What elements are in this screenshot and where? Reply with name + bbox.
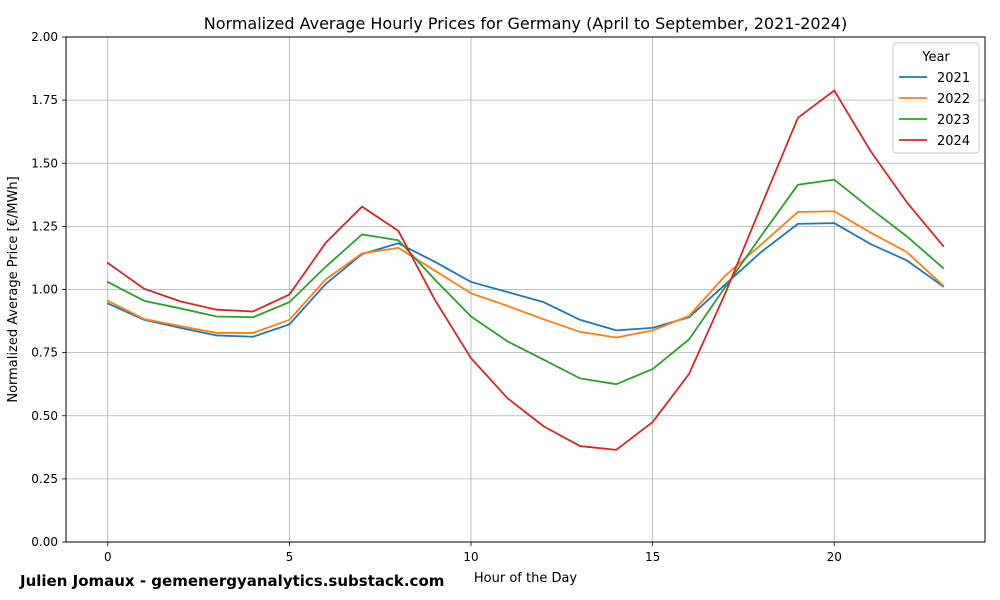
y-tick-label: 2.00 — [31, 30, 58, 44]
x-tick-label: 10 — [463, 550, 478, 564]
x-tick-label: 5 — [286, 550, 294, 564]
legend-label-2023: 2023 — [937, 113, 970, 128]
legend-label-2021: 2021 — [937, 71, 970, 86]
y-tick-label: 1.25 — [31, 219, 58, 233]
legend-title: Year — [921, 50, 950, 65]
y-tick-label: 0.50 — [31, 409, 58, 423]
series-line-2024 — [106, 89, 945, 451]
axes: 0 5 10 15 20 0.00 0.25 0.50 0.75 1.00 1.25 1.50 1.75… — [31, 30, 842, 564]
chart-title: Normalized Average Hourly Prices for Ger… — [204, 14, 847, 33]
author-credit: Julien Jomaux - gemenergyanalytics.subst… — [20, 572, 445, 590]
series-line-2023 — [106, 178, 945, 386]
series-line-2021 — [106, 222, 945, 338]
y-tick-label: 1.50 — [31, 156, 58, 170]
series-line-2022 — [106, 210, 945, 339]
x-tick-label: 20 — [827, 550, 842, 564]
y-tick-label: 1.00 — [31, 283, 58, 297]
y-tick-label: 0.75 — [31, 346, 58, 360]
x-axis-label: Hour of the Day — [474, 571, 578, 586]
legend-box — [892, 42, 980, 154]
y-tick-label: 1.75 — [31, 93, 58, 107]
y-tick-label: 0.25 — [31, 472, 58, 486]
x-tick-label: 15 — [645, 550, 660, 564]
legend: Year 2021 2022 2023 2024 — [892, 42, 980, 154]
legend-entries: 2021 2022 2023 2024 — [899, 71, 970, 149]
legend-label-2022: 2022 — [937, 92, 970, 107]
x-tick-label: 0 — [104, 550, 112, 564]
series-lines — [106, 89, 945, 451]
legend-label-2024: 2024 — [937, 134, 970, 149]
y-axis-label: Normalized Average Price [€/MWh] — [6, 176, 21, 402]
y-tick-label: 0.00 — [31, 535, 58, 549]
